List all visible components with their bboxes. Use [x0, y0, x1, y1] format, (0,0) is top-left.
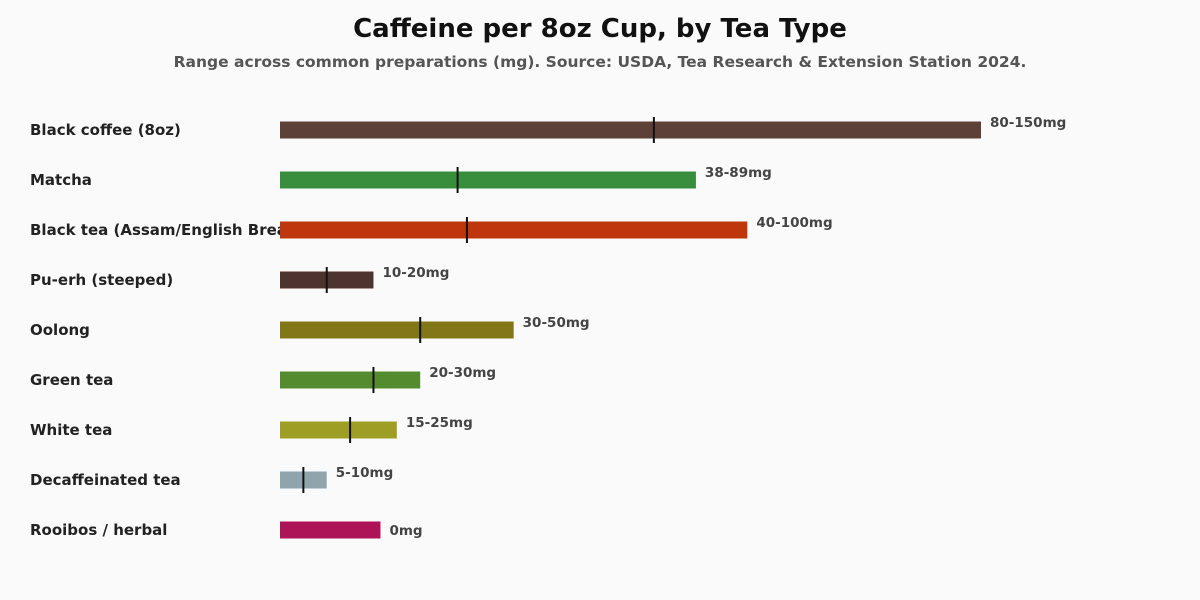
category-label: Green tea	[30, 371, 113, 389]
value-label: 30-50mg	[523, 315, 590, 331]
range-bar	[280, 321, 514, 339]
range-bar	[280, 421, 397, 439]
category-label: Oolong	[30, 321, 90, 339]
range-bar	[280, 121, 981, 139]
value-label: 5-10mg	[336, 465, 394, 481]
range-bar	[280, 171, 696, 189]
range-bar	[280, 521, 381, 539]
category-label: Black coffee (8oz)	[30, 121, 181, 139]
category-label: Pu-erh (steeped)	[30, 271, 173, 289]
value-label: 38-89mg	[705, 165, 772, 181]
range-bar	[280, 371, 421, 389]
category-label: Black tea (Assam/English Brea	[30, 221, 287, 239]
value-label: 80-150mg	[990, 115, 1066, 131]
category-label: Rooibos / herbal	[30, 521, 167, 539]
value-label: 15-25mg	[406, 415, 473, 431]
chart-title: Caffeine per 8oz Cup, by Tea Type	[353, 14, 847, 44]
value-label: 10-20mg	[382, 265, 449, 281]
chart-subtitle: Range across common preparations (mg). S…	[173, 53, 1027, 71]
value-label: 40-100mg	[756, 215, 832, 231]
category-label: White tea	[30, 421, 112, 439]
category-label: Matcha	[30, 171, 92, 189]
value-label: 0mg	[389, 523, 422, 539]
range-bar	[280, 221, 748, 239]
value-label: 20-30mg	[429, 365, 496, 381]
category-label: Decaffeinated tea	[30, 471, 181, 489]
